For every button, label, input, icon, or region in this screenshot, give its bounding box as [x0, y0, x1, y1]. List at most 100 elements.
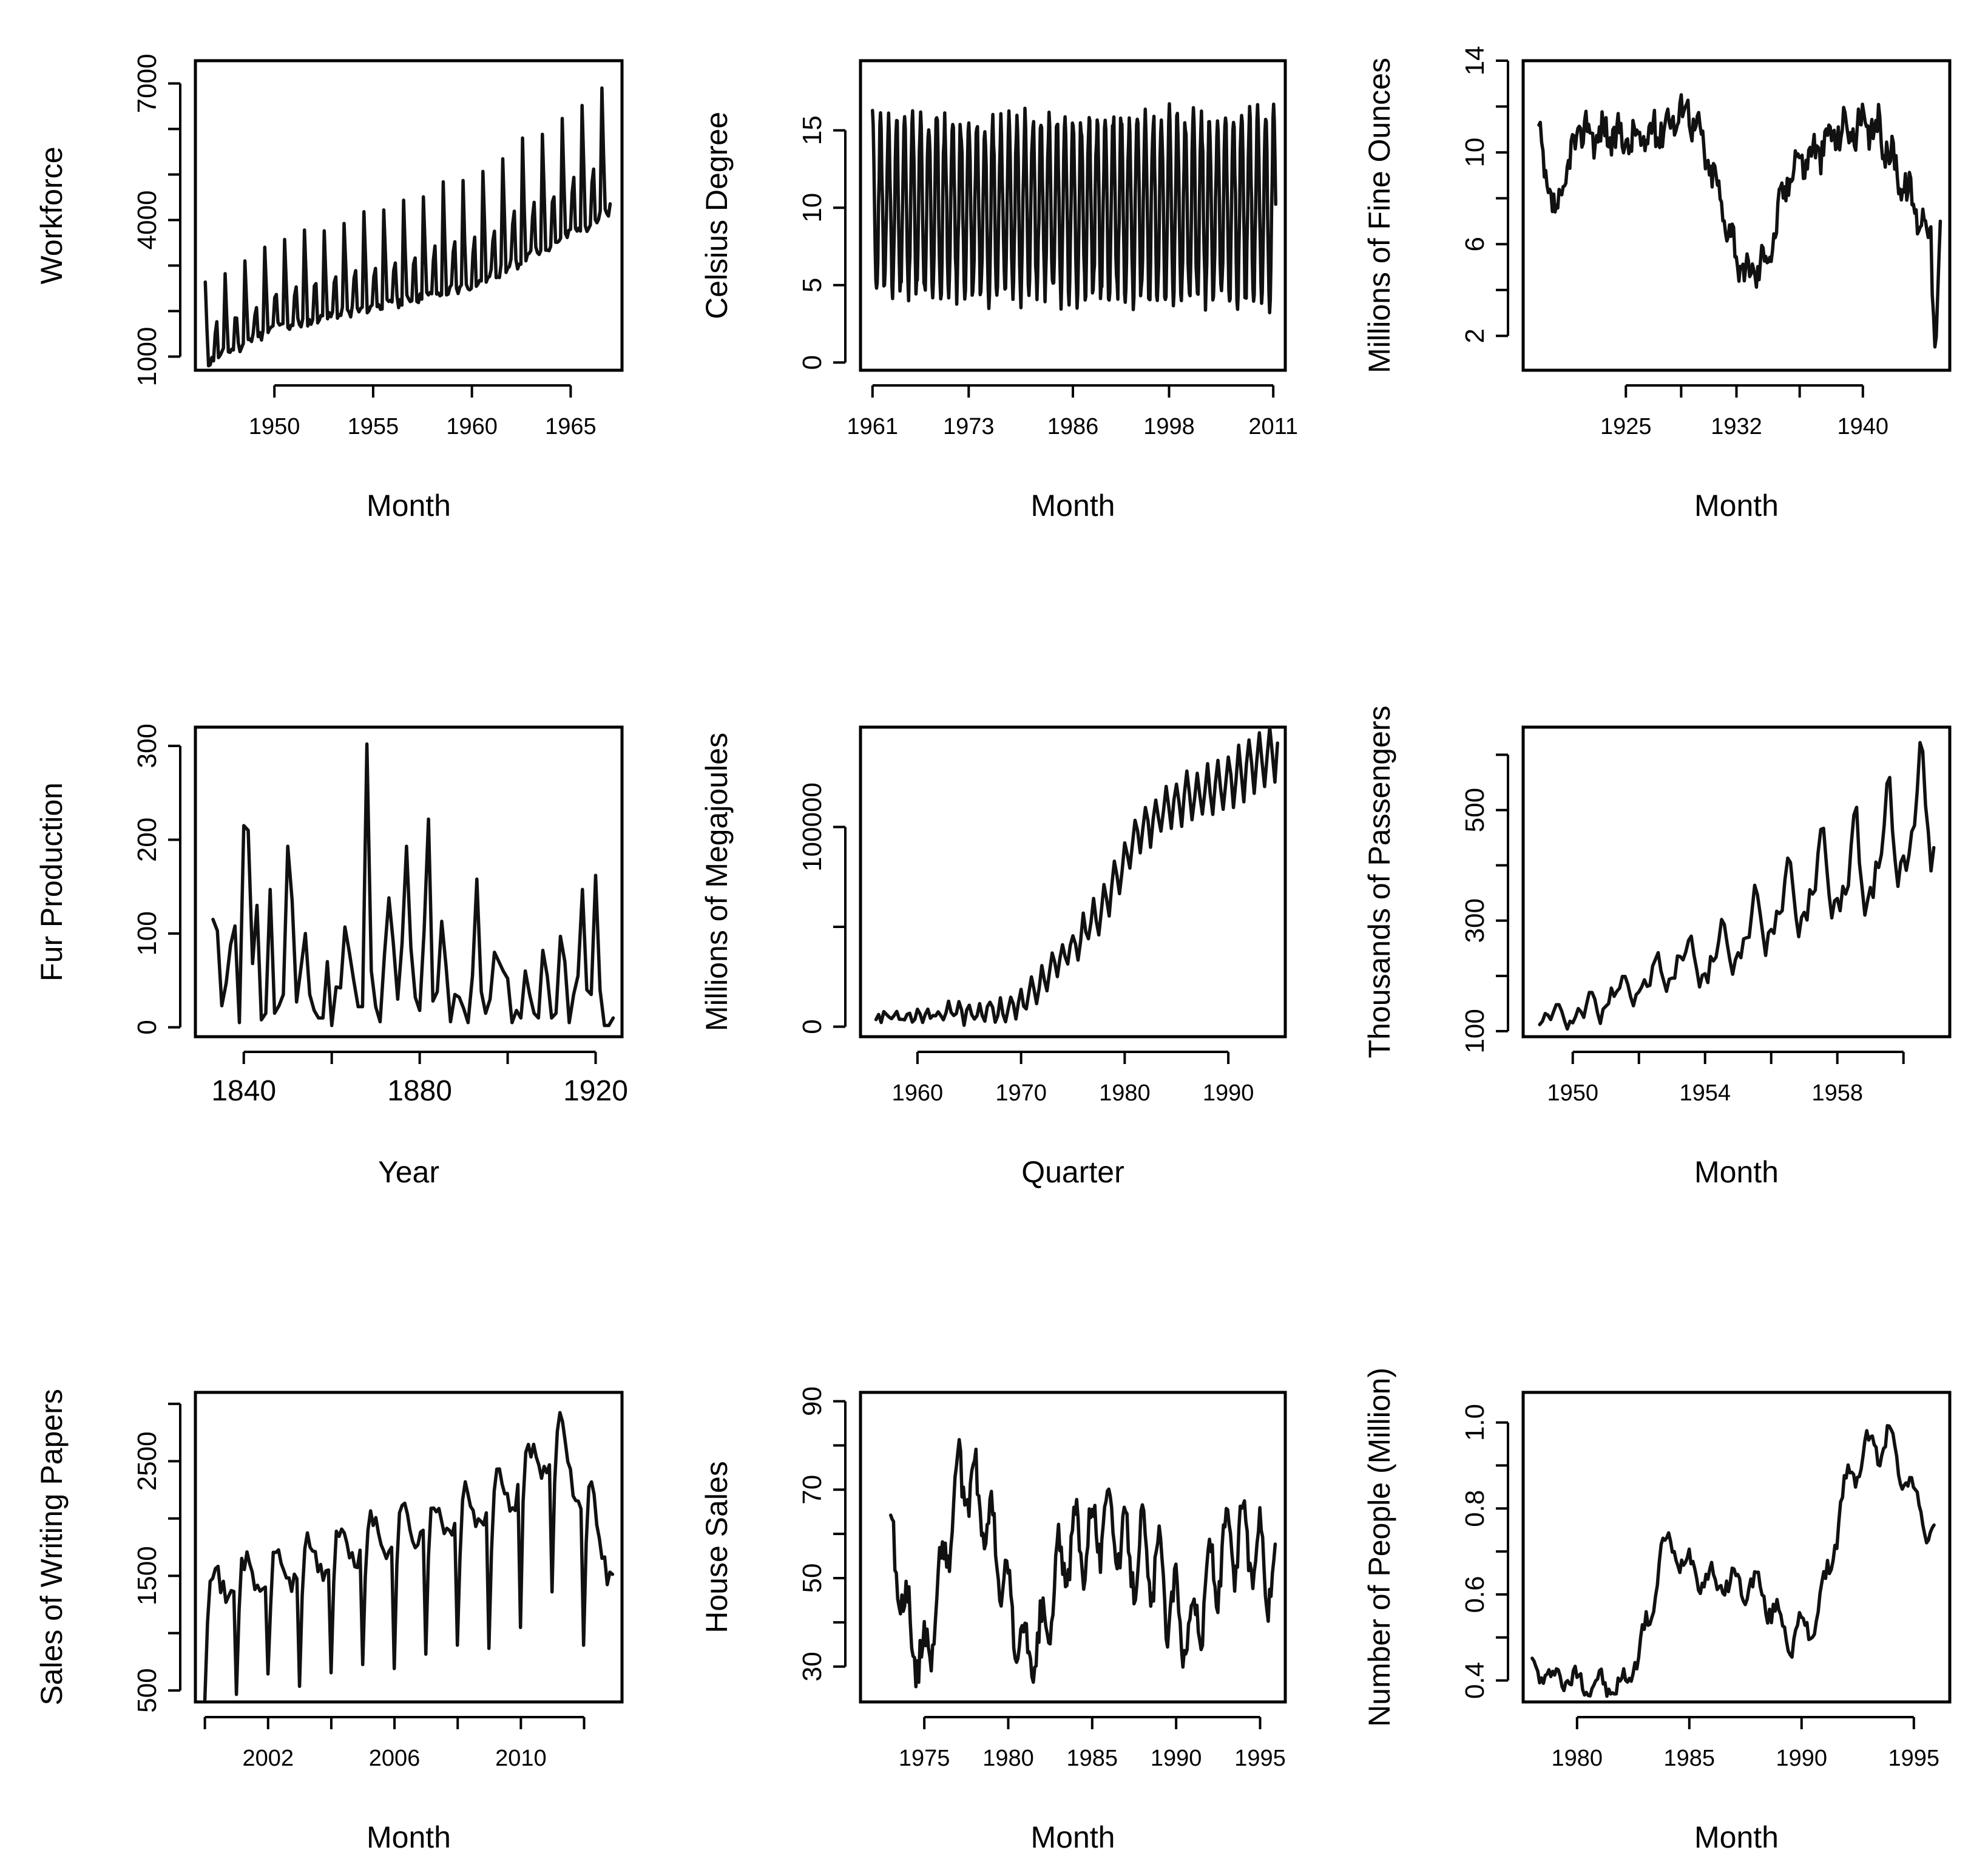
x-tick-label: 1950 [1547, 1080, 1598, 1106]
y-tick-label: 6 [1460, 237, 1490, 251]
x-tick-label: 1995 [1888, 1746, 1940, 1771]
series-line [203, 86, 612, 368]
x-tick-label: 1990 [1776, 1746, 1828, 1771]
series-line [874, 725, 1279, 1027]
y-tick-label: 500 [1460, 788, 1490, 832]
y-tick-label: 300 [132, 724, 162, 768]
y-tick-label: 0.4 [1460, 1662, 1490, 1699]
y-axis-title: Celsius Degree [700, 112, 734, 319]
x-axis-title: Year [378, 1155, 439, 1189]
y-tick-label: 15 [797, 115, 827, 145]
y-tick-label: 100 [132, 911, 162, 955]
y-tick-label: 0 [797, 1019, 827, 1034]
x-axis-title: Month [1031, 1820, 1115, 1854]
y-tick-label: 4000 [132, 191, 162, 250]
chart-panel-1: 1000 4000 7000 1950 1955 1960 1965 Month Workfor… [35, 54, 624, 523]
x-tick-label: 1950 [249, 414, 300, 439]
x-tick-label: 1960 [446, 414, 498, 439]
y-tick-label: 10 [797, 193, 827, 223]
x-tick-label: 1961 [847, 414, 899, 439]
chart-panel-8: 30 50 70 90 1975 1980 1985 1990 1995 Month House S… [700, 1386, 1287, 1854]
x-axis-title: Month [367, 489, 451, 523]
y-axis-title: Thousands of Passengers [1362, 706, 1396, 1059]
chart-panel-3: 2 6 10 14 1925 1932 1940 Month Millions of Fine … [1362, 46, 1952, 523]
y-tick-label: 300 [1460, 898, 1490, 943]
y-axis-title: Millions of Fine Ounces [1362, 58, 1396, 373]
x-tick-label: 1998 [1143, 414, 1195, 439]
x-tick-label: 1990 [1203, 1080, 1254, 1106]
x-tick-label: 1973 [943, 414, 995, 439]
x-tick-label: 1986 [1047, 414, 1099, 439]
x-tick-label: 1990 [1151, 1746, 1202, 1771]
chart-panel-9: 0.4 0.6 0.8 1.0 1980 1985 1990 1995 Month Number … [1362, 1367, 1952, 1854]
x-tick-label: 1880 [387, 1075, 452, 1107]
x-tick-label: 2010 [495, 1746, 547, 1771]
x-axis-title: Month [1694, 1820, 1779, 1854]
y-tick-label: 200 [132, 818, 162, 862]
y-tick-label: 5 [797, 278, 827, 293]
y-tick-label: 0 [132, 1020, 162, 1034]
y-tick-label: 0 [797, 355, 827, 370]
chart-panel-7: 500 1500 2500 2002 2006 2010 Month Sales of Wri… [35, 1389, 624, 1854]
y-tick-label: 0.8 [1460, 1490, 1490, 1527]
x-tick-label: 1960 [892, 1080, 944, 1106]
x-tick-label: 1932 [1711, 414, 1762, 439]
x-tick-label: 1940 [1838, 414, 1889, 439]
plot-frame [194, 59, 624, 372]
x-tick-label: 1980 [1552, 1746, 1603, 1771]
y-axis-title: Number of People (Million) [1362, 1367, 1396, 1727]
y-axis-title: Workforce [35, 147, 69, 285]
x-axis-title: Month [1694, 489, 1779, 523]
x-tick-label: 1920 [563, 1075, 628, 1107]
x-tick-label: 1840 [211, 1075, 276, 1107]
y-tick-label: 90 [797, 1386, 827, 1416]
y-tick-label: 1.0 [1460, 1404, 1490, 1441]
y-tick-label: 1000 [132, 327, 162, 387]
x-tick-label: 1985 [1067, 1746, 1118, 1771]
x-axis-title: Month [367, 1820, 451, 1854]
x-tick-label: 1980 [982, 1746, 1034, 1771]
y-tick-label: 7000 [132, 54, 162, 114]
x-tick-label: 1958 [1811, 1080, 1863, 1106]
plot-frame [194, 1391, 624, 1704]
x-tick-label: 1955 [348, 414, 399, 439]
plot-frame [1521, 1391, 1952, 1704]
chart-panel-5: 0 100000 1960 1970 1980 1990 Quarter Millions o… [700, 725, 1287, 1189]
y-tick-label: 0.6 [1460, 1576, 1490, 1613]
y-axis-title: House Sales [700, 1461, 734, 1633]
x-tick-label: 1925 [1600, 414, 1652, 439]
x-axis-title: Month [1031, 489, 1115, 523]
y-tick-label: 2500 [132, 1431, 162, 1491]
y-tick-label: 14 [1460, 46, 1490, 76]
y-tick-label: 100 [1460, 1009, 1490, 1053]
plot-frame [859, 725, 1287, 1039]
series-line [1537, 93, 1942, 349]
chart-panel-6: 100 300 500 1950 1954 1958 Month Thousands of P… [1362, 706, 1952, 1189]
y-tick-label: 30 [797, 1652, 827, 1681]
y-tick-label: 2 [1460, 328, 1490, 343]
plot-frame [1521, 725, 1952, 1039]
x-tick-label: 1970 [995, 1080, 1047, 1106]
series-line [211, 742, 615, 1028]
x-axis-title: Month [1694, 1155, 1779, 1189]
x-tick-label: 1995 [1234, 1746, 1286, 1771]
plot-frame [1521, 59, 1952, 372]
x-tick-label: 2006 [369, 1746, 421, 1771]
series-line [1538, 741, 1936, 1031]
series-line [871, 102, 1277, 314]
y-tick-label: 100000 [797, 782, 827, 872]
series-line [203, 1411, 615, 1701]
plot-frame [194, 725, 624, 1039]
chart-panel-4: 0 100 200 300 1840 1880 1920 Year Fur Production [35, 724, 628, 1189]
x-axis-title: Quarter [1021, 1155, 1124, 1189]
y-tick-label: 50 [797, 1564, 827, 1593]
plot-frame [859, 1391, 1287, 1704]
x-tick-label: 2002 [242, 1746, 294, 1771]
series-line [1530, 1424, 1936, 1698]
y-tick-label: 10 [1460, 138, 1490, 168]
chart-panel-2: 0 5 10 15 1961 1973 1986 1998 2011 Month Celsius D… [700, 59, 1298, 523]
y-tick-label: 500 [132, 1668, 162, 1712]
series-line [889, 1438, 1277, 1689]
y-tick-label: 1500 [132, 1546, 162, 1605]
